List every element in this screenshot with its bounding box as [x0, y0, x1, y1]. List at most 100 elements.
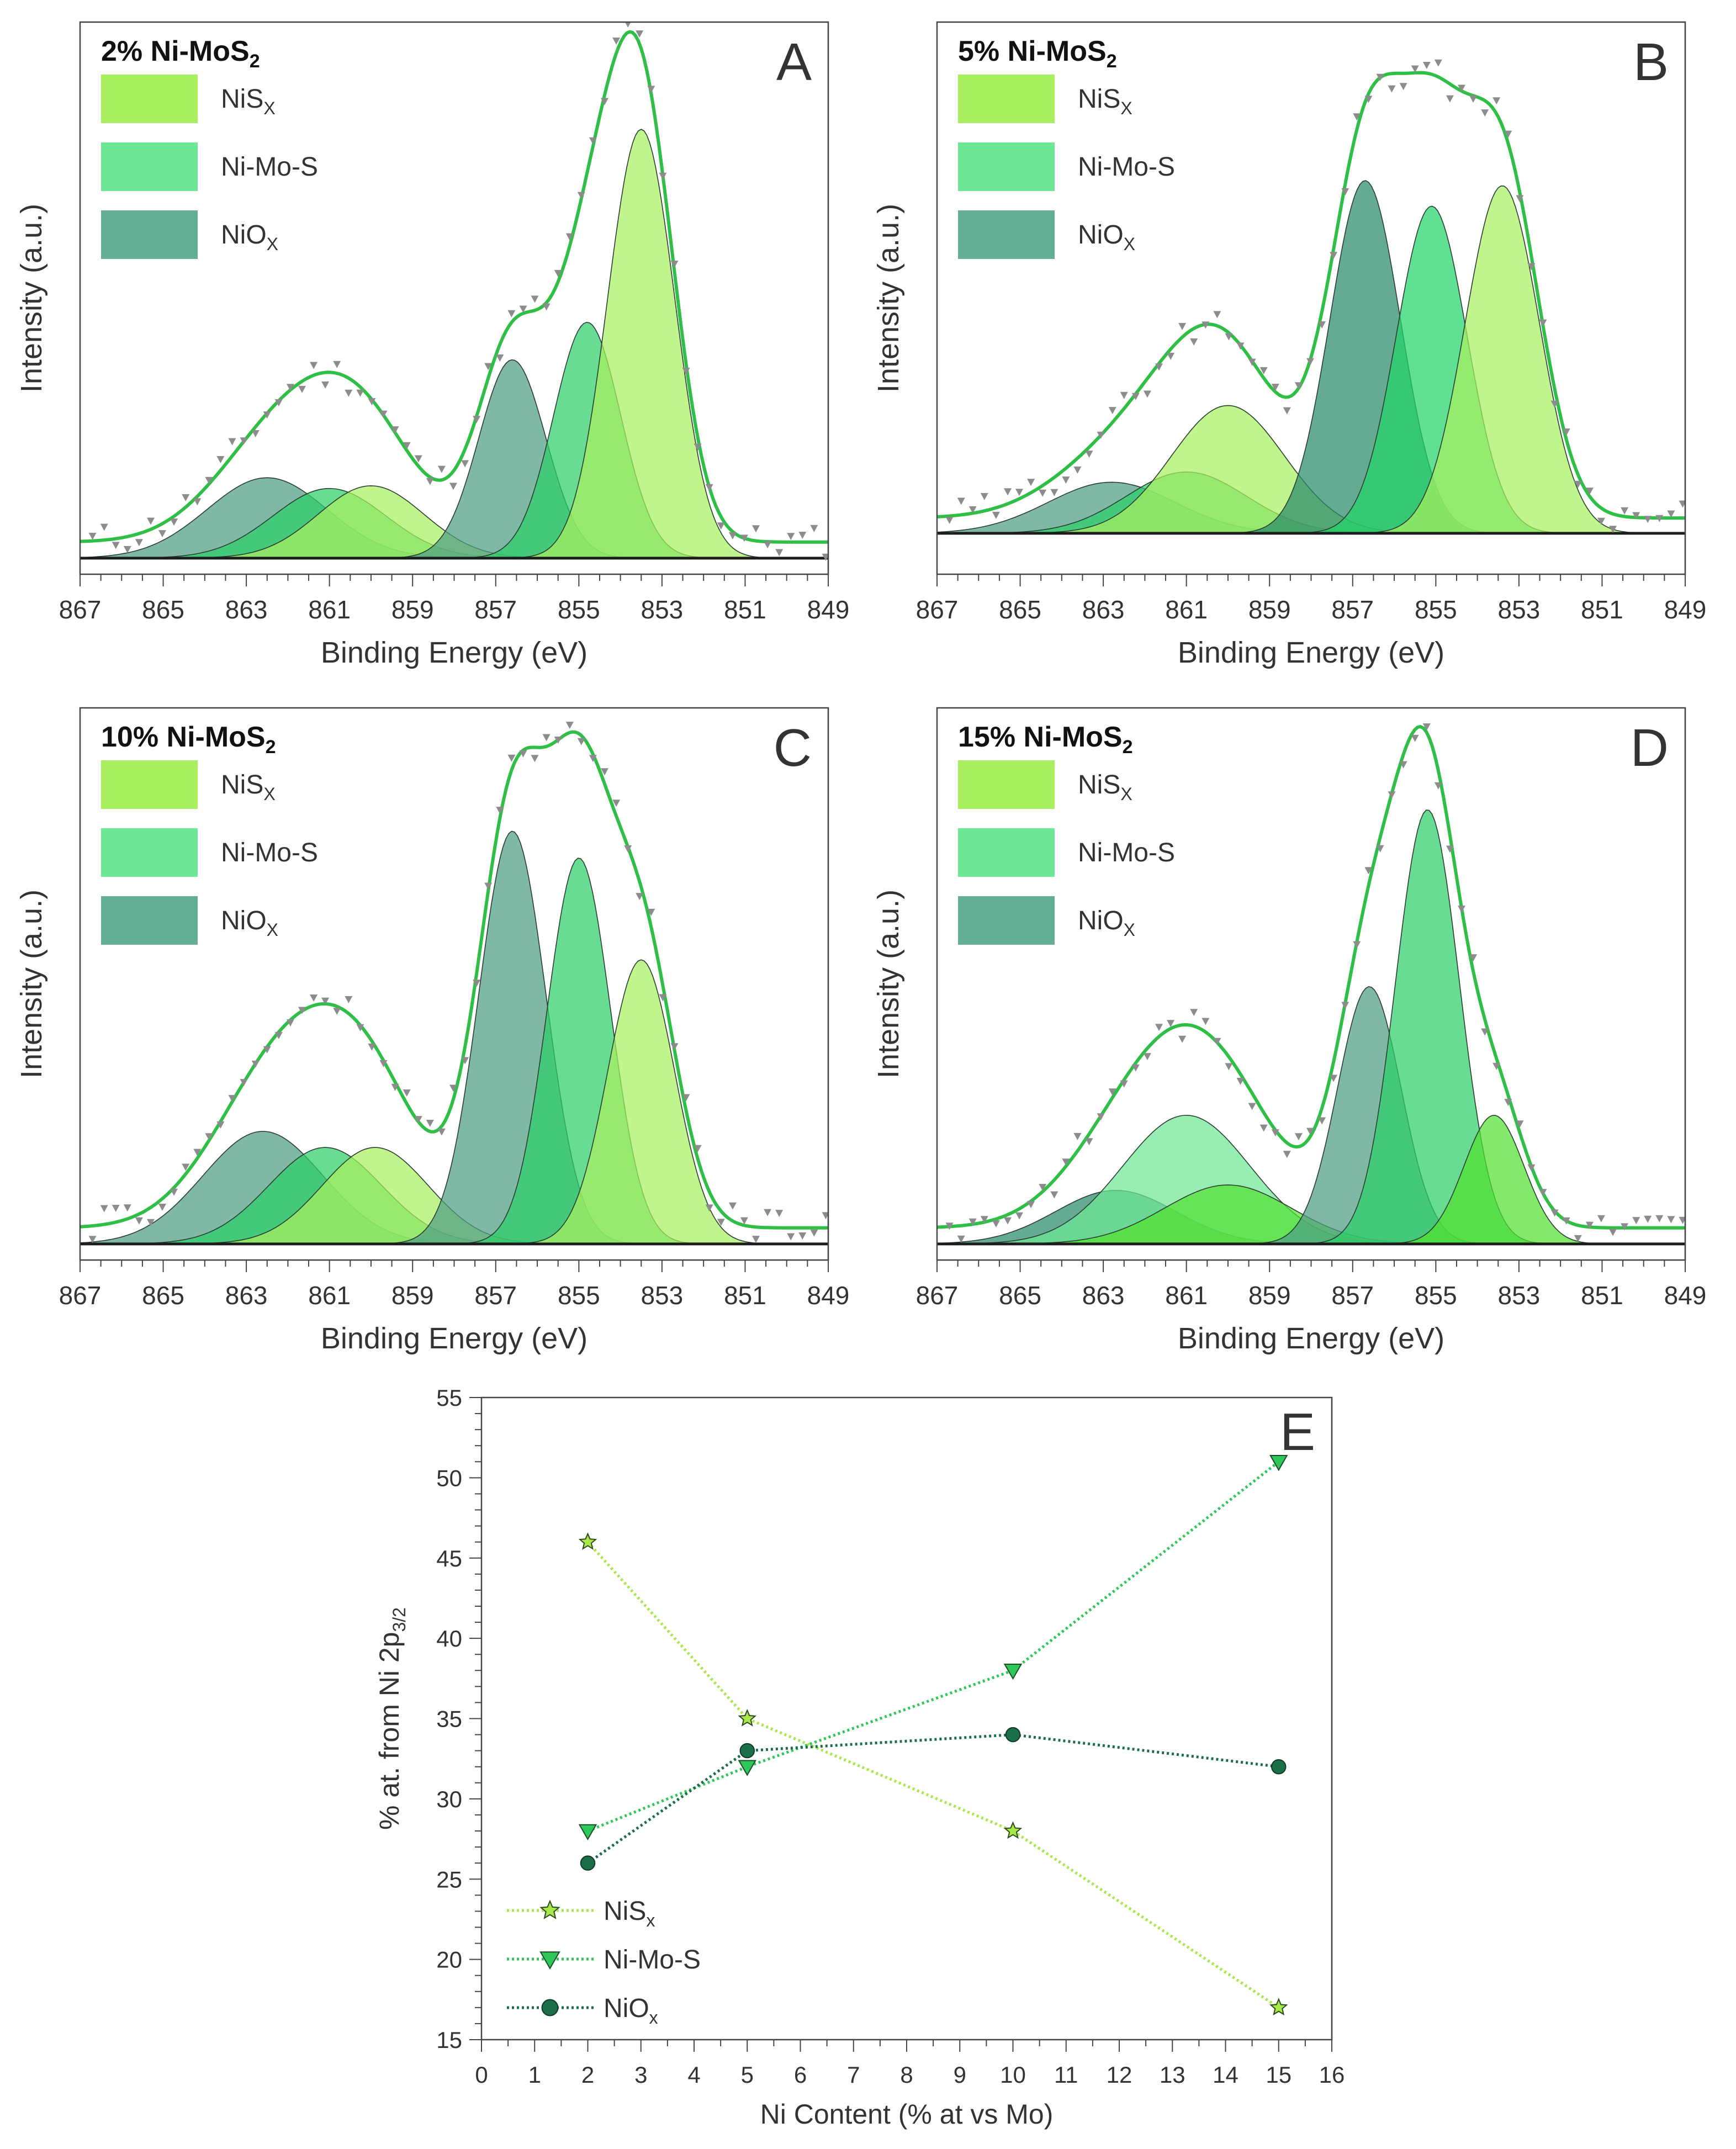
data-point-marker: [1632, 1217, 1640, 1225]
data-point-marker: [589, 755, 597, 763]
data-point-marker: [705, 484, 713, 491]
data-point-marker: [426, 478, 434, 485]
data-point-marker: [391, 426, 399, 434]
data-point-marker: [1539, 1189, 1547, 1197]
x-tick-label: 7: [847, 2062, 860, 2088]
panel-c-xps-10pct: 867 865 863 861 859 857 855 853 851 849 Binding En…: [15, 707, 849, 1355]
data-point-marker: [1481, 109, 1489, 117]
x-tick-label: 855: [558, 1281, 600, 1310]
data-point-marker: [1039, 489, 1047, 497]
data-point-marker: [945, 516, 954, 524]
data-point-marker: [461, 460, 469, 468]
data-point-marker: [647, 86, 655, 93]
data-point-marker: [298, 1007, 306, 1014]
data-point-marker: [1131, 393, 1140, 400]
data-point-marker: [705, 1204, 713, 1212]
legend-label: NiOX: [221, 906, 278, 940]
data-point-marker: [263, 411, 271, 419]
data-point-marker: [135, 1217, 143, 1225]
data-point-marker: [333, 361, 341, 368]
data-point-marker: [484, 363, 493, 370]
data-point-triangle: [578, 1824, 597, 1841]
data-point-marker: [1562, 1217, 1570, 1225]
data-point-marker: [1202, 321, 1210, 329]
data-point-marker: [659, 994, 667, 1002]
data-point-marker: [240, 1079, 248, 1087]
legend-label-main: NiS: [1078, 84, 1120, 114]
plot-frame: [480, 1396, 1333, 2041]
data-point-marker: [1399, 761, 1407, 769]
x-tick-label: 867: [916, 1281, 959, 1310]
title-subscript: 2: [250, 51, 260, 72]
data-point-marker: [957, 497, 965, 505]
data-point-marker: [1131, 1064, 1140, 1072]
data-point-marker: [740, 1217, 748, 1225]
x-tick-label: 13: [1160, 2062, 1185, 2088]
data-point-marker: [1585, 488, 1594, 495]
data-point-marker: [88, 1236, 97, 1243]
legend-label-main: Ni-Mo-S: [1078, 152, 1175, 182]
legend-label-subscript: X: [1120, 98, 1132, 118]
legend-label-subscript: X: [263, 98, 275, 118]
x-tick-label: 853: [641, 1281, 684, 1310]
y-tick-label: 35: [436, 1706, 462, 1732]
data-point-marker: [1283, 1151, 1291, 1158]
data-point-marker: [531, 755, 539, 763]
panel-letter: D: [1631, 718, 1669, 777]
data-point-marker: [414, 1116, 422, 1124]
data-point-marker: [461, 1057, 469, 1065]
data-point-marker: [682, 1094, 690, 1102]
legend-label-subscript: X: [263, 784, 275, 804]
legend-swatch: [958, 210, 1055, 259]
x-tick-label: 12: [1107, 2062, 1132, 2088]
data-point-marker: [147, 517, 155, 525]
data-point-marker: [787, 533, 795, 541]
data-point-marker: [251, 430, 260, 437]
data-point-marker: [1330, 252, 1338, 260]
data-point-marker: [391, 1083, 399, 1091]
series-line: [587, 1460, 1280, 1833]
data-point-marker: [565, 722, 574, 729]
data-point-marker: [1027, 1201, 1035, 1209]
data-point-marker: [1399, 83, 1407, 91]
data-point-circle: [541, 1999, 559, 2016]
data-point-marker: [542, 734, 551, 742]
data-point-marker: [1050, 1191, 1058, 1199]
data-point-triangle: [539, 1951, 560, 1970]
legend-label: Ni-Mo-S: [1078, 152, 1175, 182]
x-tick-label: 4: [687, 2062, 700, 2088]
data-point-marker: [554, 269, 562, 277]
data-point-marker: [1318, 1117, 1326, 1125]
plot-area: [80, 22, 828, 561]
data-point-marker: [542, 303, 551, 311]
data-point-marker: [321, 997, 330, 1005]
data-point-marker: [1225, 333, 1233, 341]
data-point-marker: [1120, 391, 1128, 399]
data-point-marker: [1446, 95, 1454, 103]
data-point-marker: [473, 980, 481, 987]
data-point-marker: [992, 1220, 1000, 1227]
legend-label-main: NiS: [604, 1897, 646, 1926]
x-axis-label: Ni Content (% at vs Mo): [760, 2099, 1054, 2130]
data-point-marker: [1259, 367, 1268, 374]
data-point-marker: [1085, 1138, 1093, 1146]
data-point-marker: [1492, 97, 1501, 105]
data-point-marker: [519, 305, 527, 313]
x-tick-label: 857: [474, 595, 517, 624]
y-tick-label: 20: [436, 1947, 462, 1973]
x-tick-label: 865: [999, 595, 1041, 624]
x-tick-label: 3: [634, 2062, 647, 2088]
data-point-marker: [694, 1145, 702, 1152]
data-point-marker: [1190, 338, 1198, 346]
x-tick-label: 861: [1165, 595, 1208, 624]
data-point-star: [1269, 1998, 1288, 2016]
series-line: [586, 1541, 1280, 2009]
legend-swatch: [958, 142, 1055, 191]
plot-area: [80, 722, 828, 1246]
data-point-marker: [473, 416, 481, 424]
data-point-marker: [1143, 390, 1151, 398]
data-point-marker: [764, 1209, 772, 1216]
data-point-marker: [216, 1121, 225, 1129]
data-point-marker: [1190, 1009, 1198, 1017]
y-axis-label: Intensity (a.u.): [872, 890, 905, 1078]
